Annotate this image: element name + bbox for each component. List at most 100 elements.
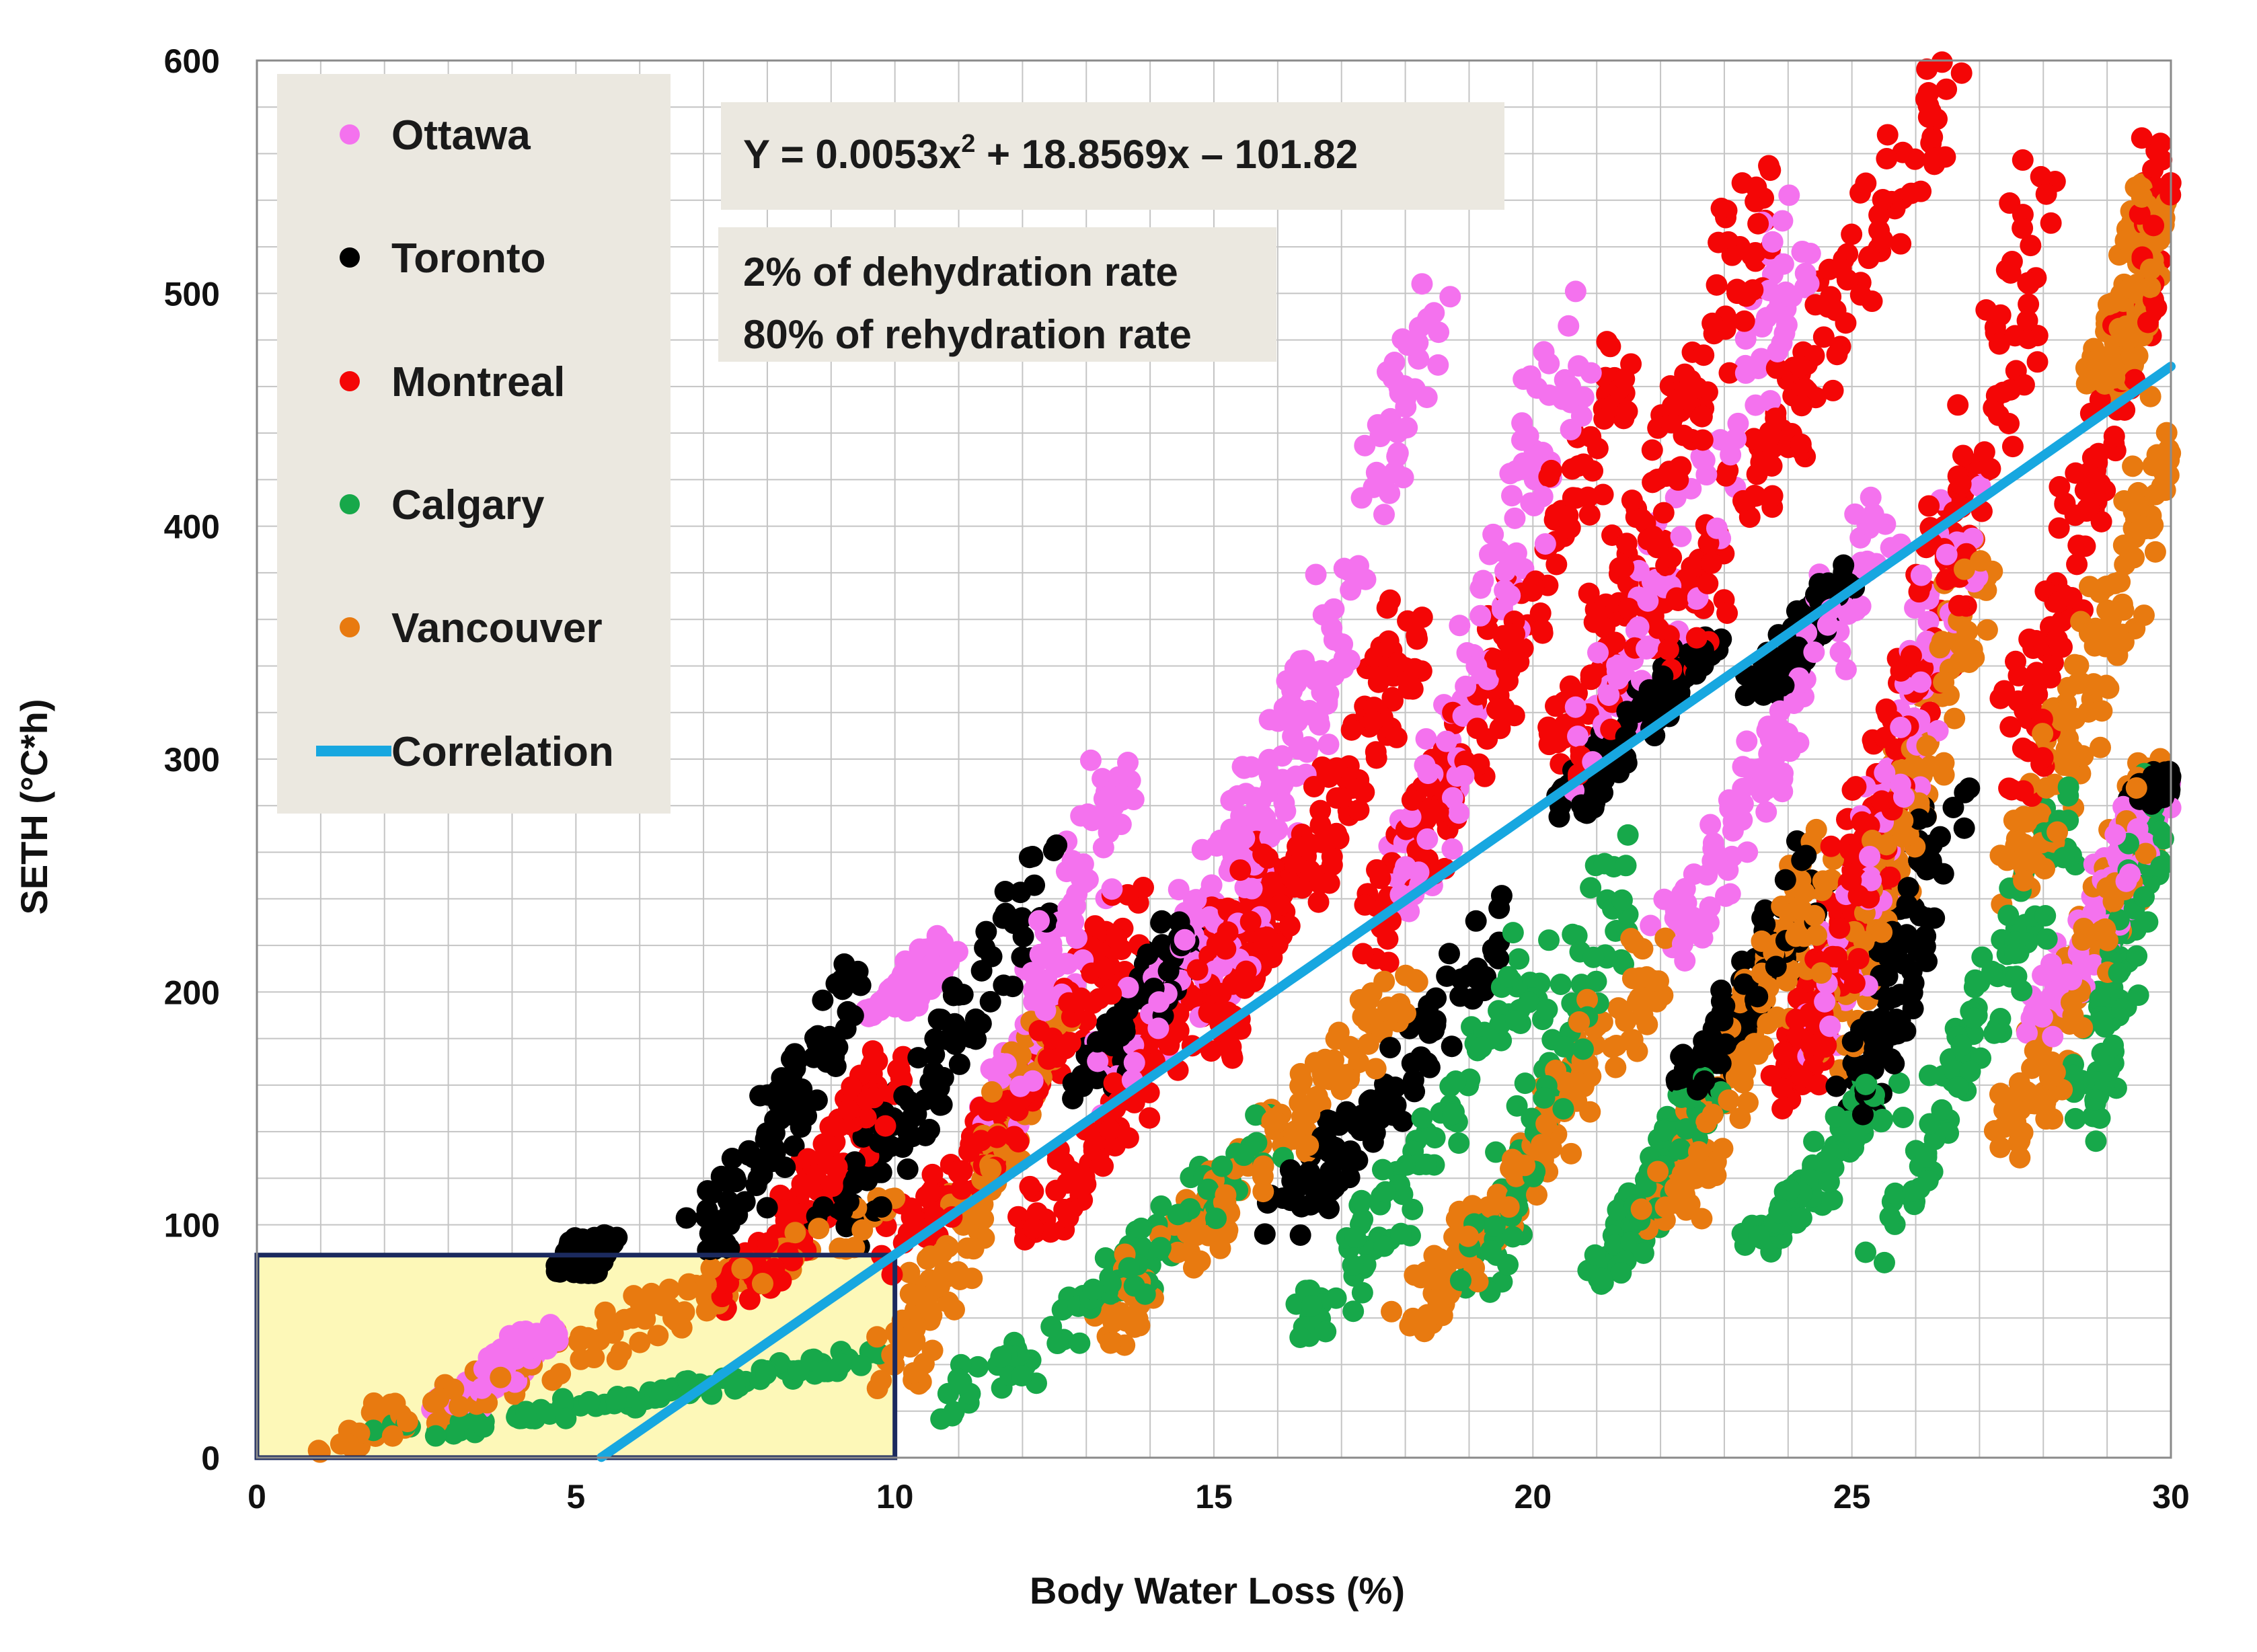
point-ottawa [1305, 563, 1327, 586]
point-toronto [1289, 1224, 1311, 1246]
point-toronto [1137, 943, 1159, 966]
point-ottawa [1183, 890, 1205, 912]
point-vancouver [1560, 1142, 1582, 1165]
point-toronto [993, 974, 1015, 996]
point-calgary [1919, 1064, 1941, 1087]
point-vancouver [1429, 1248, 1451, 1270]
point-montreal [1348, 799, 1370, 821]
point-ottawa [1671, 883, 1693, 905]
point-ottawa [1061, 850, 1083, 872]
point-montreal [1758, 155, 1780, 177]
point-montreal [1998, 412, 2020, 434]
point-montreal [1845, 776, 1867, 798]
point-ottawa [1168, 879, 1190, 901]
point-montreal [1761, 428, 1783, 450]
point-ottawa [1469, 577, 1492, 599]
point-ottawa [1070, 805, 1092, 827]
point-montreal [841, 1076, 863, 1098]
point-vancouver [1338, 1068, 1361, 1091]
point-calgary [1821, 1189, 1843, 1211]
point-toronto [1942, 796, 1964, 818]
point-toronto [915, 1124, 937, 1146]
point-calgary [1415, 1153, 1437, 1175]
point-montreal [887, 1059, 909, 1081]
point-ottawa [1416, 387, 1438, 409]
point-montreal [2131, 127, 2153, 149]
point-montreal [1613, 556, 1635, 578]
point-calgary [1301, 1295, 1323, 1317]
point-montreal [1404, 658, 1426, 680]
point-ottawa [1641, 571, 1663, 593]
point-toronto [695, 1206, 717, 1228]
point-calgary [2053, 847, 2075, 869]
point-calgary [1051, 1299, 1073, 1321]
point-vancouver [2057, 676, 2079, 699]
point-montreal [2089, 473, 2111, 495]
point-toronto [1712, 1010, 1734, 1032]
point-ottawa [1829, 641, 1851, 664]
point-calgary [2084, 1089, 2106, 1111]
point-montreal [1918, 495, 1940, 517]
point-calgary [2152, 828, 2174, 850]
point-ottawa [1555, 381, 1577, 403]
point-ottawa [1101, 878, 1123, 900]
point-montreal [2067, 535, 2090, 557]
point-calgary [1167, 1204, 1189, 1226]
point-montreal [1110, 939, 1133, 961]
point-calgary [1448, 1132, 1470, 1154]
point-montreal [1045, 1179, 1067, 1202]
point-vancouver [396, 1411, 418, 1433]
point-toronto [675, 1207, 697, 1229]
point-ottawa [1751, 316, 1773, 338]
point-calgary [2133, 886, 2155, 908]
point-vancouver [2007, 830, 2030, 853]
point-vancouver [1328, 1021, 1350, 1044]
point-toronto [812, 989, 834, 1011]
point-montreal [1790, 395, 1812, 417]
point-vancouver [2120, 346, 2143, 368]
point-toronto [1003, 912, 1025, 935]
point-toronto [914, 1089, 936, 1111]
point-ottawa [1469, 604, 1492, 627]
point-vancouver [1357, 1033, 1379, 1055]
point-vancouver [866, 1378, 888, 1400]
point-toronto [1901, 982, 1923, 1004]
point-toronto [948, 1053, 970, 1075]
point-vancouver [2035, 777, 2057, 799]
point-calgary [1790, 1207, 1812, 1229]
point-vancouver [2077, 701, 2100, 723]
point-montreal [1369, 867, 1391, 890]
point-calgary [1480, 1240, 1502, 1262]
point-montreal [1646, 537, 1669, 559]
point-montreal [2007, 664, 2030, 686]
point-montreal [1340, 719, 1363, 741]
point-vancouver [961, 1267, 983, 1290]
point-montreal [1565, 487, 1587, 509]
point-vancouver [2127, 494, 2149, 516]
point-ottawa [1057, 953, 1079, 975]
point-toronto [764, 1142, 786, 1164]
point-montreal [1989, 687, 2012, 709]
point-vancouver [1619, 1029, 1642, 1052]
point-ottawa [1736, 730, 1758, 752]
point-ottawa [1333, 647, 1355, 670]
point-ottawa [1722, 820, 1744, 842]
point-calgary [2082, 1105, 2104, 1128]
point-montreal [1904, 148, 1926, 170]
point-vancouver [449, 1395, 471, 1417]
point-ottawa [1570, 405, 1593, 427]
point-calgary [2034, 904, 2057, 927]
point-calgary [2089, 988, 2111, 1010]
point-toronto [1042, 839, 1065, 861]
point-calgary [1289, 1326, 1311, 1348]
point-montreal [1221, 1047, 1244, 1069]
point-montreal [1326, 787, 1348, 809]
data-points [254, 51, 2182, 1463]
point-montreal [1307, 891, 1330, 913]
point-montreal [1309, 814, 1332, 836]
point-toronto [1902, 998, 1924, 1020]
point-calgary [831, 1353, 853, 1375]
point-vancouver [1903, 755, 1925, 777]
point-vancouver [1579, 1101, 1601, 1123]
